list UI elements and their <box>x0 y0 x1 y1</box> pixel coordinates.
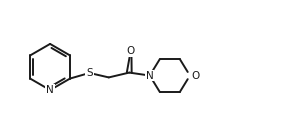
Text: N: N <box>46 85 54 95</box>
Text: O: O <box>127 46 135 56</box>
Text: O: O <box>191 71 199 81</box>
Text: S: S <box>86 68 93 78</box>
Text: N: N <box>146 71 154 81</box>
